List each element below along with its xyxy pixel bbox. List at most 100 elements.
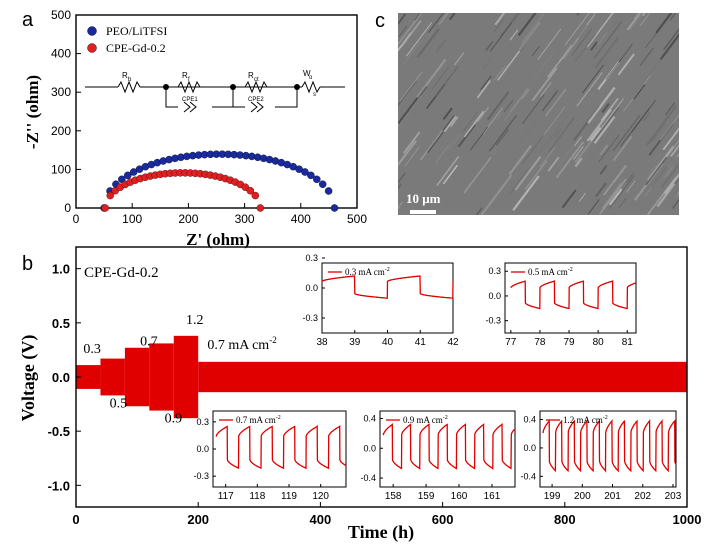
inset-ytick-label: 0.3 xyxy=(305,253,318,263)
nyquist-point xyxy=(123,171,132,180)
sem-texture-streak xyxy=(639,13,651,27)
sem-texture-streak xyxy=(426,115,456,154)
sem-texture-streak xyxy=(670,144,679,158)
sem-texture-streak xyxy=(554,131,585,171)
cycling-xtick-label: 600 xyxy=(432,512,454,527)
sem-texture-streak xyxy=(538,114,569,154)
cpe2-symbol xyxy=(256,101,264,113)
sem-texture-streak xyxy=(462,111,479,132)
sem-texture-streak xyxy=(660,162,679,189)
sem-texture-streak xyxy=(626,13,642,31)
circuit-node xyxy=(294,84,300,90)
circuit-wire xyxy=(165,87,178,108)
sem-texture-streak xyxy=(443,115,457,133)
rate-label: 0.7 mA cm-2 xyxy=(207,335,276,353)
sem-texture-streak xyxy=(521,135,544,165)
nyquist-ytick-label: 500 xyxy=(51,8,71,22)
sem-texture-streak xyxy=(431,66,450,90)
sem-texture-streak xyxy=(442,107,453,120)
sem-texture-streak xyxy=(476,80,492,99)
inset-1.2: 199 200 201 202 203 -0.4 0.0 0.4 1.2 mA cm-2 xyxy=(520,410,682,502)
sem-texture-streak xyxy=(649,122,667,144)
sem-texture-streak xyxy=(659,114,679,141)
inset-xtick-label: 200 xyxy=(574,491,591,502)
sem-texture-streak xyxy=(562,37,580,60)
sem-texture-streak xyxy=(494,13,506,26)
sem-texture-streak xyxy=(561,189,577,209)
inset-legend-sup: -2 xyxy=(276,415,281,421)
sem-texture-streak xyxy=(537,28,562,60)
inset-0.3: 38 39 40 41 42 -0.3 0.0 0.3 0.3 mA cm-2 xyxy=(302,253,459,348)
inset-frame xyxy=(212,410,347,488)
nyquist-xlabel: Z' (ohm) xyxy=(186,230,250,249)
sem-texture-streak xyxy=(503,99,514,113)
sem-texture-streak xyxy=(493,65,506,81)
sem-texture-streak xyxy=(571,28,593,56)
sem-texture-streak xyxy=(400,19,422,48)
sem-texture-streak xyxy=(425,30,434,41)
sem-scale-label: 10 μm xyxy=(406,191,441,206)
inset-legend-label: 0.5 mA cm-2 xyxy=(528,267,573,277)
sem-texture-streak xyxy=(398,80,417,107)
sem-texture-streak xyxy=(511,13,522,26)
inset-ytick-label: 0.0 xyxy=(523,443,536,453)
sem-texture-streak xyxy=(457,124,476,148)
inset-0.5: 77 78 79 80 81 -0.3 0.0 0.3 0.5 mA cm-2 xyxy=(485,262,637,348)
circuit-wire xyxy=(212,87,234,108)
sem-texture-streak xyxy=(605,43,633,80)
sem-texture-streak xyxy=(633,13,640,20)
sem-texture-streak xyxy=(663,164,675,179)
sem-texture-streak xyxy=(503,88,529,122)
nyquist-xtick-label: 500 xyxy=(347,212,367,226)
nyquist-ytick-label: 200 xyxy=(51,124,71,138)
sem-texture-streak xyxy=(574,136,582,146)
rate-label: 0.7 xyxy=(140,335,158,350)
resistor-rct xyxy=(244,80,268,94)
sem-texture-streak xyxy=(577,87,599,115)
sem-texture-streak xyxy=(463,156,492,194)
circuit-label-rf: R xyxy=(182,71,188,80)
sem-micrograph: 10 μm xyxy=(398,13,679,215)
sem-texture-streak xyxy=(541,90,559,112)
sem-texture-streak xyxy=(577,15,595,39)
sem-texture-streak xyxy=(642,112,651,122)
sem-texture-streak xyxy=(601,102,610,114)
inset-xtick-label: 160 xyxy=(451,491,468,502)
sem-texture-streak xyxy=(497,50,521,81)
inset-xtick-label: 199 xyxy=(544,491,561,502)
cycling-xtick-label: 800 xyxy=(554,512,576,527)
sem-texture-streak xyxy=(645,156,668,186)
sem-texture-streak xyxy=(496,112,503,121)
sem-texture-streak xyxy=(453,52,465,66)
sem-texture-streak xyxy=(608,188,623,206)
nyquist-point xyxy=(256,204,265,212)
sem-texture-streak xyxy=(664,151,679,172)
sem-texture-streak xyxy=(601,98,624,128)
sem-texture-streak xyxy=(398,183,402,190)
inset-ytick-label: 0.0 xyxy=(305,283,318,293)
cycling-ytick-label: -1.0 xyxy=(48,478,70,493)
nyquist-ytick-label: 400 xyxy=(51,47,71,61)
sem-texture-streak xyxy=(617,53,635,76)
sem-texture-streak xyxy=(586,108,612,142)
sem-texture-streak xyxy=(447,133,462,151)
sem-texture-streak xyxy=(647,163,660,180)
nyquist-xtick-label: 300 xyxy=(235,212,255,226)
sem-texture-streak xyxy=(586,13,596,26)
inset-legend-label: 1.2 mA cm-2 xyxy=(563,415,608,425)
sem-texture-streak xyxy=(574,157,583,168)
sem-texture-streak xyxy=(576,13,581,17)
inset-ytick-label: 0.0 xyxy=(196,444,209,454)
circuit-wire xyxy=(232,87,245,108)
inset-legend-sup: -2 xyxy=(603,415,608,421)
cycling-xtick-label: 1000 xyxy=(673,512,702,527)
inset-xtick-label: 79 xyxy=(563,337,575,348)
sem-texture-streak xyxy=(646,105,678,146)
sem-texture-streak xyxy=(626,180,636,193)
legend-marker xyxy=(87,43,97,53)
sem-texture-streak xyxy=(642,13,646,17)
nyquist-point xyxy=(330,204,339,212)
inset-ytick-label: -0.3 xyxy=(302,313,318,323)
sem-texture-streak xyxy=(612,115,641,152)
sem-texture-streak xyxy=(477,106,489,123)
